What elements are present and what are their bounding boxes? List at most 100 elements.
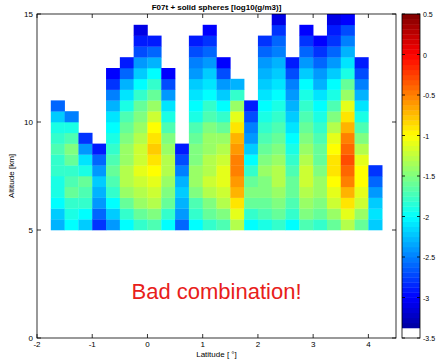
x-tick (37, 334, 38, 338)
cell (51, 176, 65, 187)
cell (161, 90, 175, 101)
colorbar-stripe (402, 125, 420, 130)
cell (355, 111, 369, 122)
cell (258, 133, 272, 144)
cell (272, 208, 286, 219)
cell (51, 133, 65, 144)
cell (299, 36, 313, 47)
cell (147, 133, 161, 144)
cell (203, 176, 217, 187)
cell (299, 46, 313, 57)
cell (272, 68, 286, 79)
colorbar-stripe (402, 141, 420, 146)
x-tick (202, 14, 203, 18)
cell (355, 176, 369, 187)
cell (147, 154, 161, 165)
cell (258, 79, 272, 90)
cell (120, 68, 134, 79)
cell (51, 187, 65, 198)
cell (313, 219, 327, 230)
cell (189, 219, 203, 230)
colorbar-stripe (402, 146, 420, 151)
cell (92, 144, 106, 155)
x-tick-label: 3 (311, 340, 316, 349)
cell (341, 79, 355, 90)
cell (313, 36, 327, 47)
cell (313, 57, 327, 68)
colorbar-stripe (402, 227, 420, 232)
colorbar-stripe (402, 298, 420, 303)
cell (189, 154, 203, 165)
cell (299, 176, 313, 187)
colorbar-stripe (402, 70, 420, 75)
cell (65, 165, 79, 176)
y-tick (37, 338, 41, 339)
cell (217, 57, 231, 68)
cell (286, 79, 300, 90)
colorbar-stripe (402, 75, 420, 80)
cell (286, 154, 300, 165)
cell (327, 133, 341, 144)
colorbar-tick (417, 216, 420, 217)
cell (327, 208, 341, 219)
colorbar-stripe (402, 262, 420, 267)
cell (368, 208, 382, 219)
cell (313, 187, 327, 198)
cell (327, 122, 341, 133)
cell (299, 111, 313, 122)
cell (106, 154, 120, 165)
cell (175, 165, 189, 176)
cell (65, 208, 79, 219)
cell (189, 198, 203, 209)
colorbar-tick-label: -3.5 (423, 335, 435, 342)
cell (175, 144, 189, 155)
cell (120, 165, 134, 176)
cell (258, 208, 272, 219)
cell (92, 165, 106, 176)
colorbar-stripe (402, 313, 420, 318)
cell (203, 36, 217, 47)
cell (134, 133, 148, 144)
cell (272, 36, 286, 47)
cell (327, 14, 341, 25)
cell (341, 111, 355, 122)
cell (313, 122, 327, 133)
colorbar-tick-label: -2 (423, 214, 429, 221)
cell (78, 165, 92, 176)
cell (106, 68, 120, 79)
cell (203, 57, 217, 68)
cell (272, 176, 286, 187)
cell (217, 133, 231, 144)
cell (134, 100, 148, 111)
title: F07t + solid spheres [log10(g/m3)] (152, 3, 282, 12)
cell (147, 79, 161, 90)
cell (272, 144, 286, 155)
colorbar-stripe (402, 287, 420, 292)
colorbar-stripe (402, 277, 420, 282)
cell (189, 111, 203, 122)
cell (299, 100, 313, 111)
cell (161, 208, 175, 219)
cell (161, 219, 175, 230)
cell (189, 57, 203, 68)
x-tick (92, 14, 93, 18)
cell (230, 187, 244, 198)
cell (286, 165, 300, 176)
colorbar-stripe (402, 257, 420, 262)
x-tick (92, 334, 93, 338)
cell (258, 187, 272, 198)
cell (217, 79, 231, 90)
x-axis-title: Latitude [ °] (196, 350, 237, 359)
cell (147, 36, 161, 47)
cell (286, 208, 300, 219)
cell (106, 90, 120, 101)
cell (313, 165, 327, 176)
cell (217, 111, 231, 122)
cell (106, 111, 120, 122)
cell (286, 144, 300, 155)
cell (327, 68, 341, 79)
y-tick-label: 10 (24, 118, 33, 127)
cell (175, 198, 189, 209)
colorbar-stripe (402, 49, 420, 54)
cell (106, 79, 120, 90)
